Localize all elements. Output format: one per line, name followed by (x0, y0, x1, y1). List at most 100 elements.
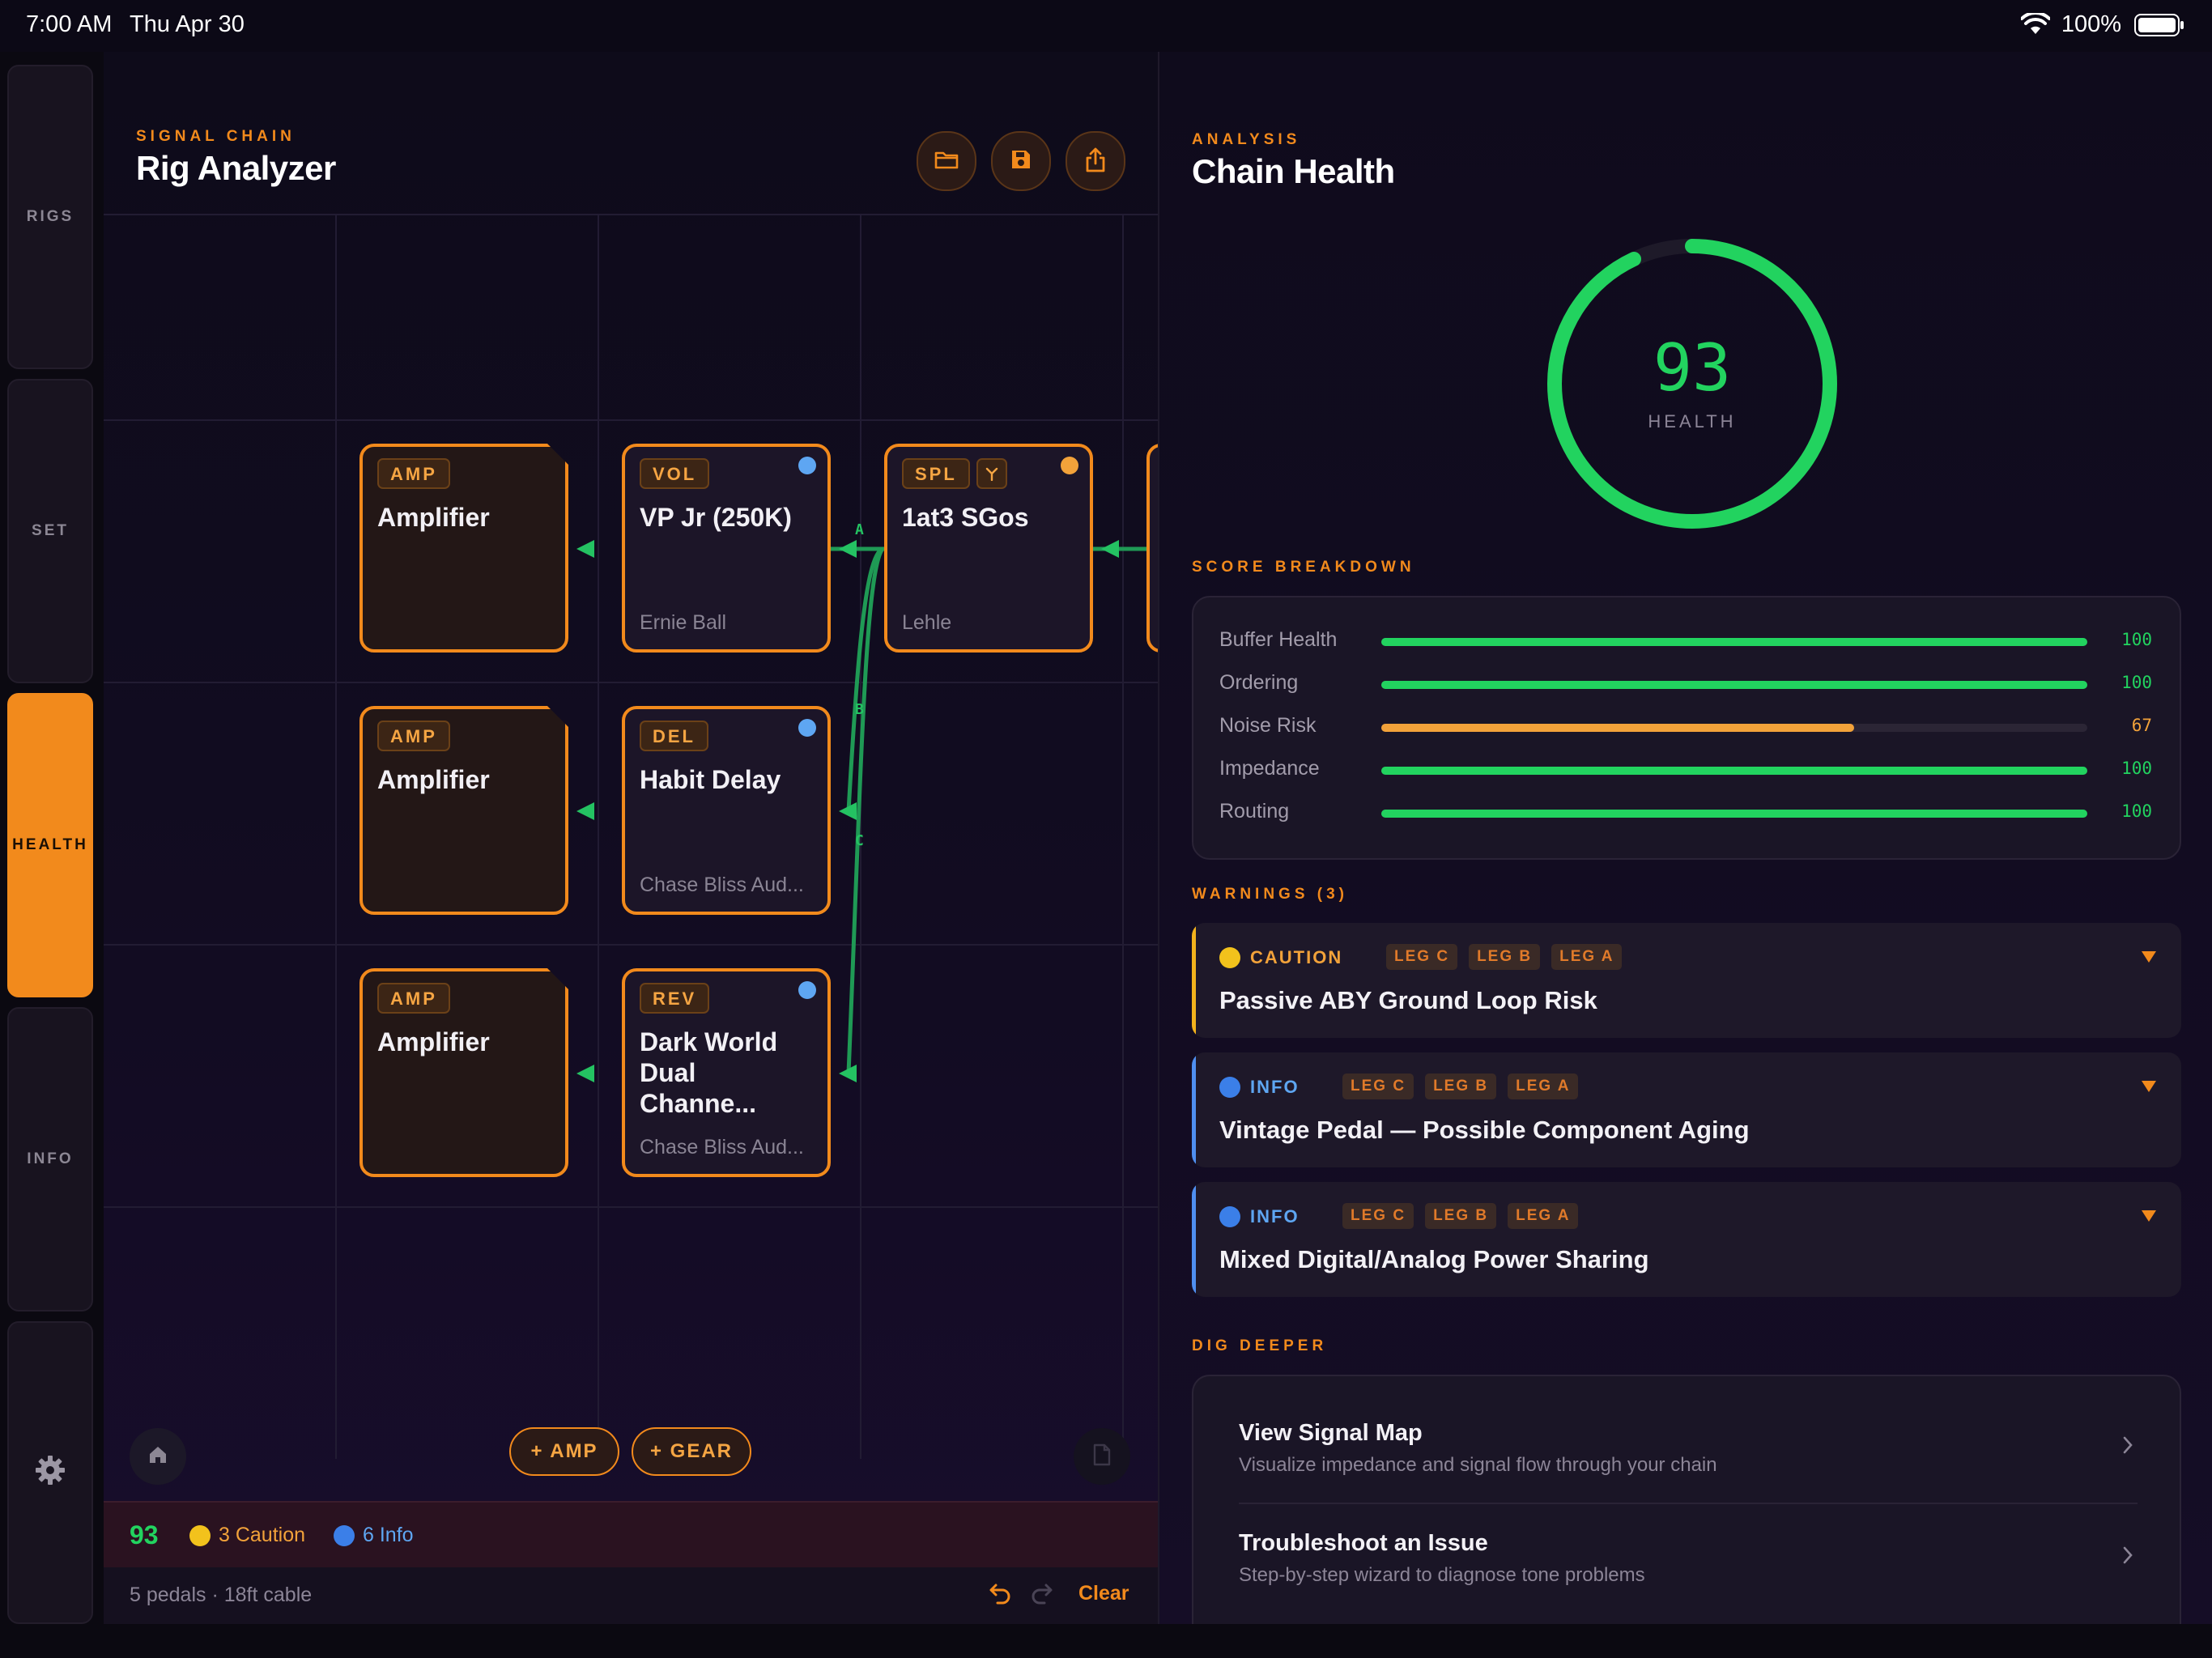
row-title: View Signal Map (1239, 1420, 1423, 1446)
severity-stripe (1192, 923, 1196, 1038)
clear-button[interactable]: Clear (1078, 1582, 1129, 1605)
health-gauge: 93 HEALTH (1538, 230, 1846, 538)
card-tag: DEL (640, 721, 708, 751)
card-maker: Lehle (902, 611, 952, 634)
card-name: Amplifier (377, 765, 490, 794)
document-icon (1093, 1443, 1111, 1470)
warning-card[interactable]: INFO LEG C LEG B LEG A Vintage Pedal — P… (1192, 1052, 2181, 1167)
card-tag: VOL (640, 458, 710, 489)
save-rig-button[interactable] (991, 131, 1051, 191)
troubleshoot-row[interactable]: Troubleshoot an Issue Step-by-step wizar… (1193, 1504, 2180, 1630)
grid-line (104, 419, 1158, 421)
settings-button[interactable] (7, 1321, 93, 1624)
card-tag: AMP (377, 983, 450, 1014)
summary-caution[interactable]: 3 Caution (219, 1524, 306, 1546)
open-rig-button[interactable] (917, 131, 976, 191)
grid-line (598, 215, 599, 1459)
leg-tag: LEG C (1386, 944, 1458, 970)
summary-info[interactable]: 6 Info (363, 1524, 414, 1546)
score-row: Noise Risk 67 (1193, 711, 2180, 743)
add-amp-button[interactable]: + AMP (509, 1427, 619, 1476)
leg-tags: LEG C LEG B LEG A (1342, 1073, 1579, 1099)
share-button[interactable] (1066, 131, 1125, 191)
pedal-card[interactable]: DEL Habit Delay Chase Bliss Aud... (622, 706, 831, 915)
wifi-icon (2020, 11, 2051, 40)
pedal-card[interactable]: REV Dark World Dual Channe... Chase Blis… (622, 968, 831, 1177)
score-fill (1381, 767, 2087, 775)
amp-card[interactable]: AMP Amplifier (359, 706, 568, 915)
page-title: Rig Analyzer (136, 149, 336, 187)
rail-tab-label: HEALTH (12, 836, 88, 853)
row-divider (1239, 1503, 2138, 1504)
status-dot (1061, 457, 1078, 474)
signal-chain-pane: SIGNAL CHAIN Rig Analyzer (104, 52, 1158, 1624)
redo-button[interactable] (1030, 1582, 1056, 1609)
chevron-down-icon[interactable] (2141, 1209, 2157, 1226)
score-fill (1381, 724, 1855, 732)
section-heading: DIG DEEPER (1192, 1337, 1328, 1354)
score-value: 100 (2121, 759, 2152, 778)
chevron-down-icon[interactable] (2141, 1080, 2157, 1097)
pedal-card-offscreen[interactable] (1146, 444, 1158, 653)
leg-tag: LEG C (1342, 1203, 1414, 1229)
card-maker: Chase Bliss Aud... (640, 1136, 804, 1158)
analysis-pane: ANALYSIS Chain Health 93 HEALTH SCORE BR… (1159, 52, 2212, 1634)
chevron-down-icon[interactable] (2141, 950, 2157, 967)
splitter-icon (976, 458, 1007, 489)
amp-card[interactable]: AMP Amplifier (359, 444, 568, 653)
rail-tab-health[interactable]: HEALTH (7, 693, 93, 997)
rail-tab-set[interactable]: SET (7, 379, 93, 683)
grid-line (104, 944, 1158, 946)
save-icon (1010, 148, 1032, 175)
info-dot-icon (334, 1525, 355, 1546)
undo-button[interactable] (986, 1582, 1012, 1609)
chain-canvas[interactable]: A B C AMP Amplifier VOL VP Jr (250K) Ern… (104, 215, 1158, 1459)
rail-tab-rigs[interactable]: RIGS (7, 65, 93, 369)
score-breakdown-panel: Buffer Health 100 Ordering 100 Noise Risk 67 I… (1192, 596, 2181, 860)
chevron-right-icon (2123, 1436, 2133, 1458)
header-divider (104, 214, 1158, 215)
notes-button[interactable] (1074, 1428, 1130, 1485)
leg-tag: LEG B (1425, 1203, 1497, 1229)
add-gear-button[interactable]: + GEAR (632, 1427, 751, 1476)
warning-card[interactable]: INFO LEG C LEG B LEG A Mixed Digital/Ana… (1192, 1182, 2181, 1297)
grid-line (104, 682, 1158, 683)
pedal-card[interactable]: SPL 1at3 SGos Lehle (884, 444, 1093, 653)
status-time: 7:00 AM (26, 11, 113, 37)
severity-stripe (1192, 1182, 1196, 1297)
rail-tab-info[interactable]: INFO (7, 1007, 93, 1312)
score-label: Noise Risk (1219, 714, 1317, 737)
grid-line (860, 215, 861, 1459)
rail-tab-label: SET (32, 522, 69, 539)
bottom-strip (0, 1624, 2212, 1658)
card-tag: REV (640, 983, 710, 1014)
view-signal-map-row[interactable]: View Signal Map Visualize impedance and … (1193, 1376, 2180, 1503)
info-dot-icon (1219, 1206, 1240, 1227)
score-value: 67 (2131, 716, 2152, 735)
leg-label-c: C (855, 832, 864, 849)
dig-deeper-panel: View Signal Map Visualize impedance and … (1192, 1375, 2181, 1634)
row-subtitle: Step-by-step wizard to diagnose tone pro… (1239, 1564, 1645, 1586)
score-row: Ordering 100 (1193, 668, 2180, 700)
card-name: Amplifier (377, 1027, 490, 1056)
section-eyebrow: SIGNAL CHAIN (136, 128, 296, 145)
rail-tab-label: RIGS (26, 208, 74, 225)
chain-footer: 5 pedals · 18ft cable Clear (104, 1567, 1158, 1624)
leg-tags: LEG C LEG B LEG A (1386, 944, 1623, 970)
status-date: Thu Apr 30 (130, 11, 245, 37)
grid-line (335, 215, 337, 1459)
warning-card[interactable]: CAUTION LEG C LEG B LEG A Passive ABY Gr… (1192, 923, 2181, 1038)
pedal-card[interactable]: VOL VP Jr (250K) Ernie Ball (622, 444, 831, 653)
battery-icon (2134, 14, 2184, 40)
leg-tag: LEG A (1508, 1073, 1579, 1099)
card-tag: AMP (377, 721, 450, 751)
health-score: 93 (1653, 330, 1732, 406)
warning-severity: INFO (1250, 1206, 1300, 1226)
amp-card[interactable]: AMP Amplifier (359, 968, 568, 1177)
folder-icon (934, 149, 959, 174)
leg-tag: LEG A (1551, 944, 1623, 970)
score-track (1381, 681, 2087, 689)
gear-icon (34, 1454, 66, 1491)
card-maker: Ernie Ball (640, 611, 726, 634)
home-button[interactable] (130, 1428, 186, 1485)
